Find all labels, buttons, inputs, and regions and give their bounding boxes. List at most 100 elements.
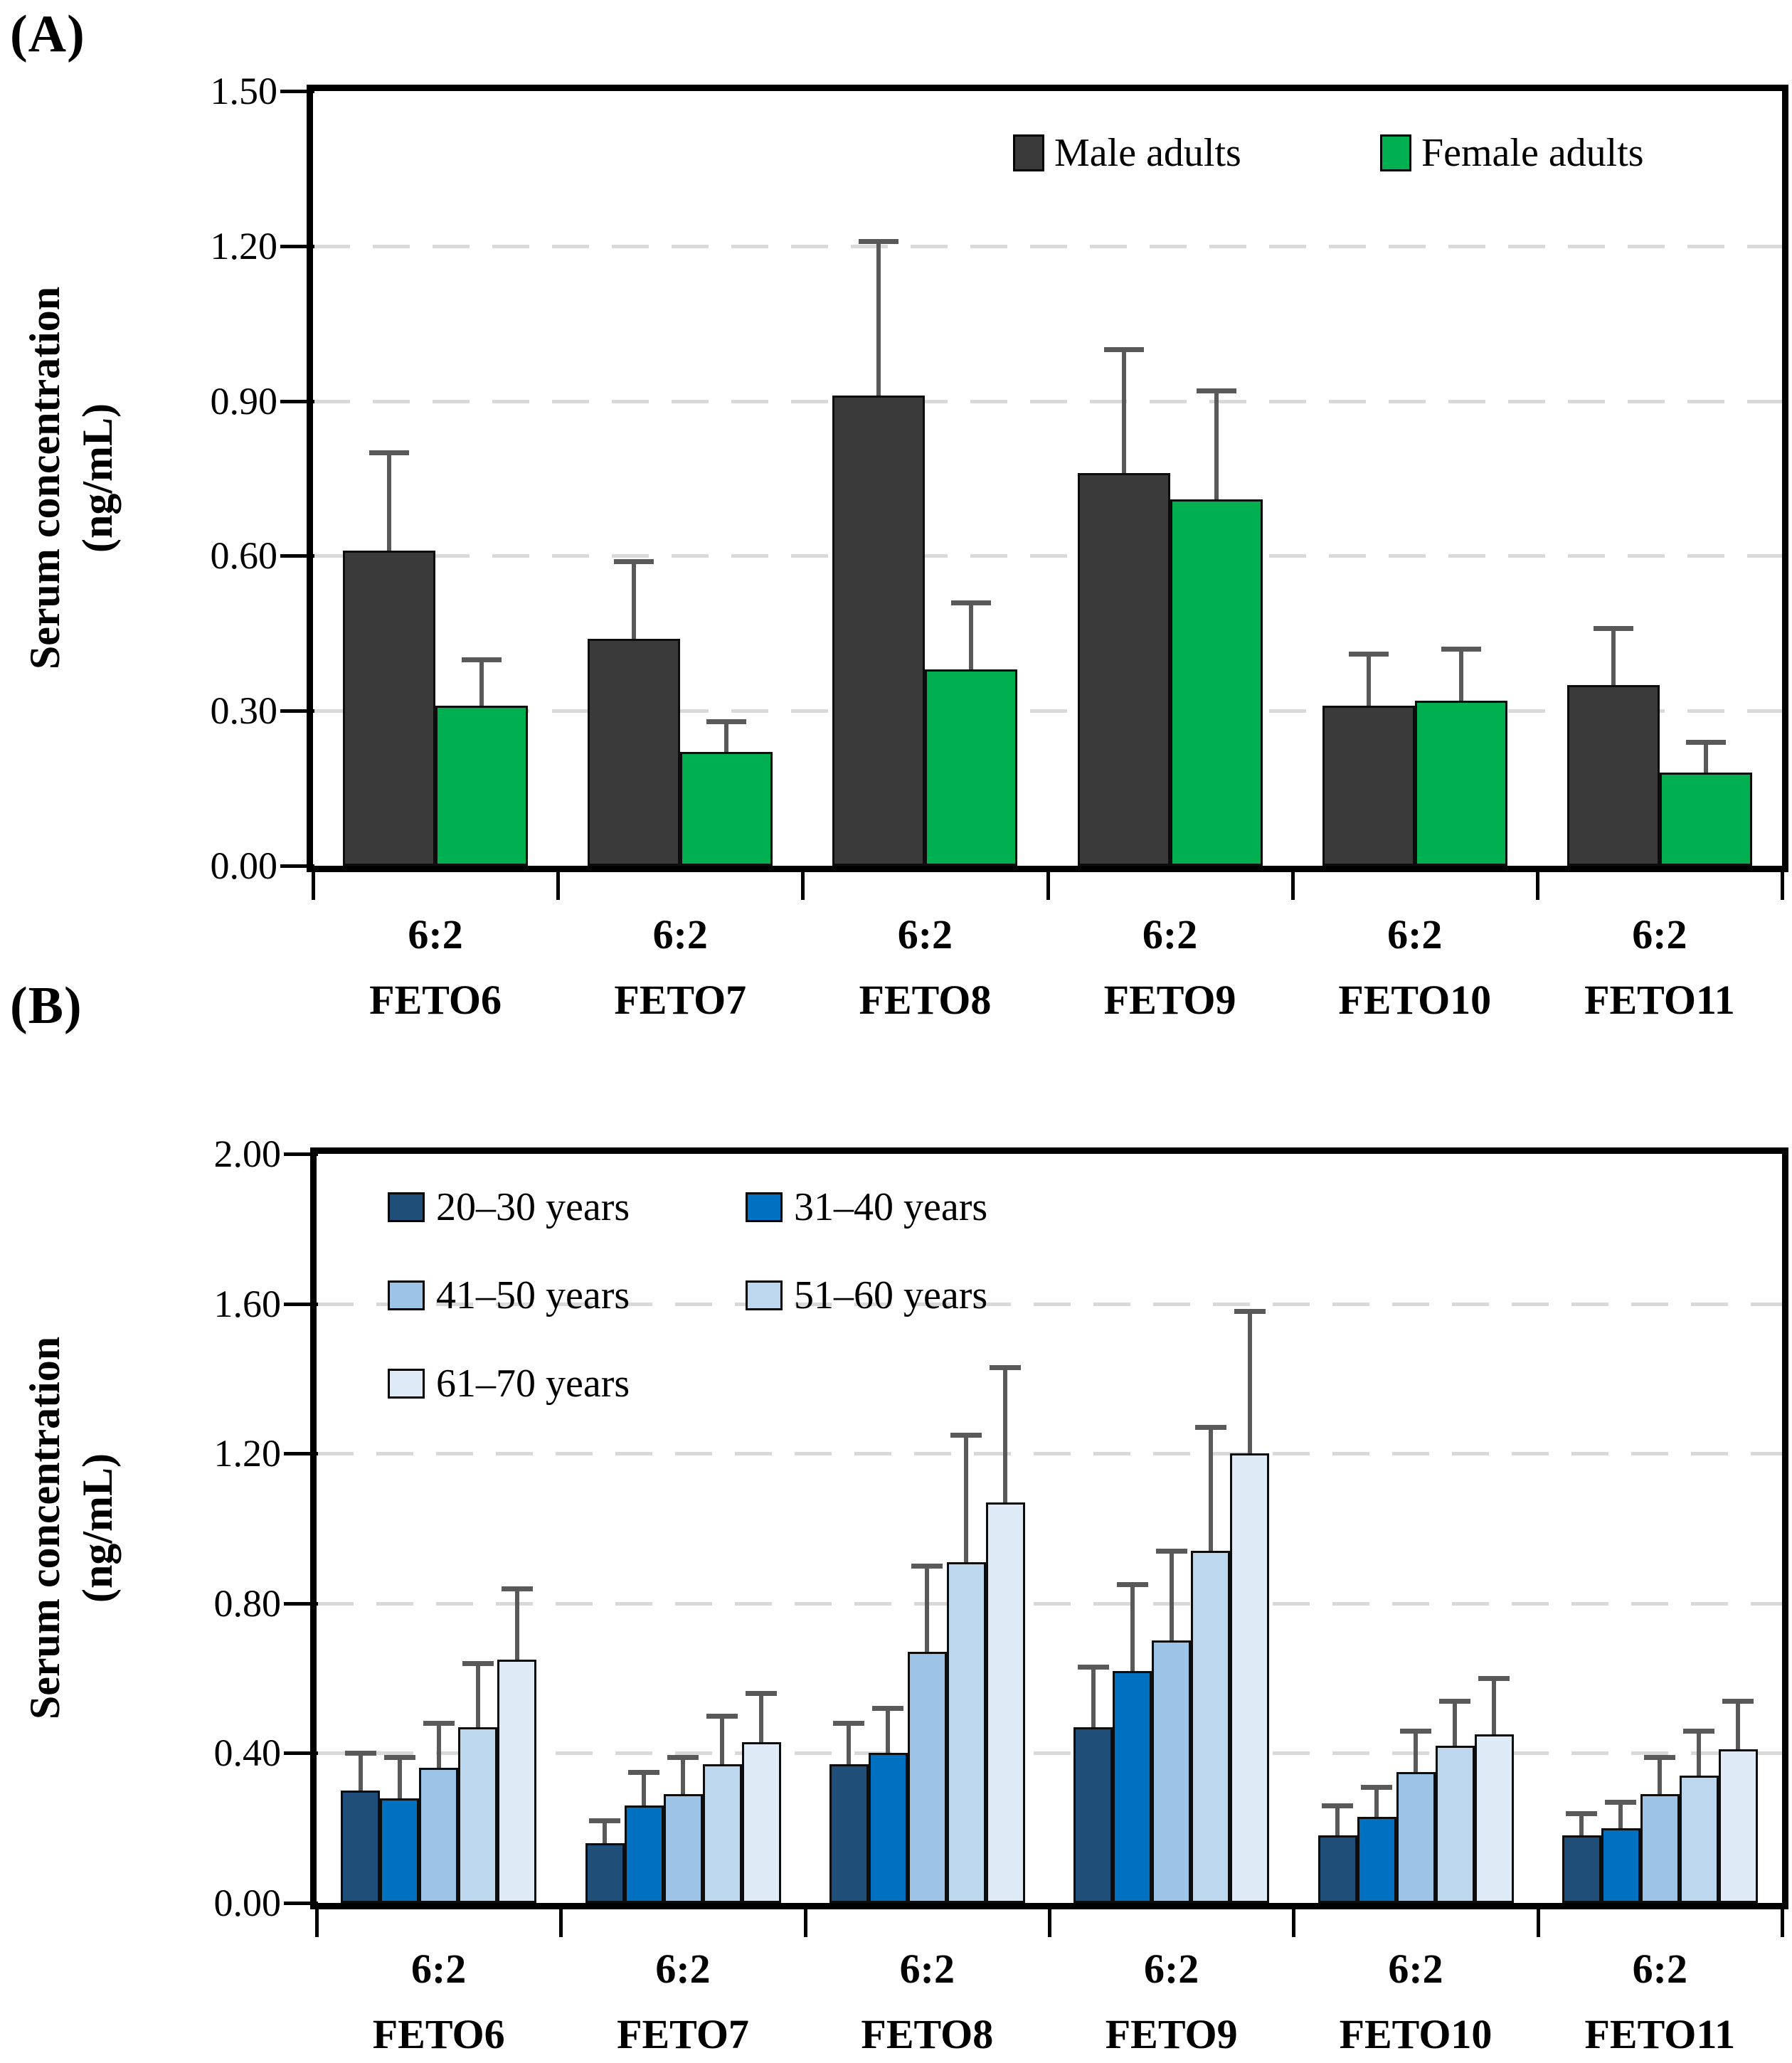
panel-b-error-bar-cap [872, 1706, 904, 1712]
panel-b-error-bar [1579, 1813, 1584, 1836]
panel-a-bar [1077, 473, 1170, 866]
panel-a-gridline [313, 709, 1782, 714]
panel-a-error-bar [479, 659, 484, 706]
panel-b-y-axis-title-line2: (ng/mL) [74, 1453, 121, 1603]
panel-b-legend-label: 61–70 years [436, 1362, 630, 1406]
panel-b-bar [1435, 1745, 1475, 1903]
panel-a-y-axis-title-line2: (ng/mL) [74, 403, 121, 553]
panel-b-legend-label: 20–30 years [436, 1185, 630, 1229]
panel-b-error-bar-cap [462, 1661, 494, 1667]
panel-a-error-bar [969, 602, 974, 670]
panel-b-y-tick [284, 1601, 318, 1606]
panel-a-y-tick [280, 554, 314, 558]
panel-b-legend-label: 41–50 years [436, 1273, 630, 1317]
panel-b-error-bar-cap [746, 1691, 777, 1697]
panel-a-y-axis-title-line1: Serum concentration [21, 286, 68, 670]
panel-a-x-category-label: 6:2 FETO7 [614, 911, 747, 1023]
panel-b-error-bar-cap [1077, 1665, 1109, 1670]
panel-b-bar [380, 1798, 420, 1903]
panel-b-legend-swatch [388, 1280, 425, 1310]
panel-b-error-bar [759, 1693, 763, 1742]
panel-b-error-bar-cap [1566, 1810, 1598, 1816]
panel-b-bar [907, 1652, 947, 1903]
panel-b-error-bar [1414, 1730, 1418, 1772]
panel-b-legend-swatch [388, 1369, 425, 1399]
panel-b-bar [1640, 1794, 1680, 1903]
panel-b-error-bar [925, 1566, 930, 1653]
panel-b-legend-item: 20–30 years [388, 1185, 630, 1229]
panel-a-x-tick [1046, 866, 1050, 900]
panel-a-x-tick [1781, 866, 1784, 900]
panel-a-bar [1566, 684, 1660, 866]
panel-b-x-category-label: 6:2 FETO11 [1584, 1946, 1736, 2057]
panel-b-bar [1396, 1771, 1436, 1903]
panel-a-bar [1170, 499, 1263, 866]
panel-a-x-category-label: 6:2 FETO11 [1584, 911, 1735, 1023]
panel-a-error-bar [1458, 649, 1463, 701]
panel-b-error-bar-cap [628, 1769, 659, 1775]
panel-b-bar [829, 1764, 869, 1903]
panel-b-label: (B) [10, 977, 83, 1035]
panel-b-error-bar [847, 1723, 852, 1765]
panel-a-x-category-label: 6:2 FETO8 [859, 911, 992, 1023]
panel-b-error-bar [1453, 1700, 1457, 1746]
panel-b-error-bar [1492, 1678, 1496, 1735]
panel-b-bar [585, 1842, 625, 1903]
panel-a-error-bar-cap [1196, 388, 1236, 394]
panel-b-y-axis-title: Serum concentration (ng/mL) [18, 1030, 124, 2026]
panel-b-y-tick-label: 2.00 [213, 1133, 282, 1175]
panel-b-error-bar [642, 1771, 646, 1806]
panel-b-bar [946, 1561, 986, 1903]
panel-b-error-bar [514, 1588, 519, 1660]
panel-b-bar [341, 1791, 381, 1903]
panel-a-y-tick [280, 399, 314, 403]
panel-b-error-bar-cap [911, 1564, 943, 1569]
panel-b-legend-item: 61–70 years [388, 1362, 630, 1406]
panel-b-x-tick [1292, 1903, 1296, 1937]
panel-a-error-bar-cap [1348, 652, 1389, 657]
panel-b-x-tick [1536, 1903, 1540, 1937]
panel-b-legend-item: 51–60 years [746, 1273, 987, 1317]
panel-a-y-tick [280, 244, 314, 248]
panel-b-bar [419, 1768, 459, 1903]
panel-a-error-bar-cap [1103, 347, 1144, 352]
panel-a-bar [680, 752, 773, 866]
panel-a-y-tick-label: 0.90 [210, 379, 278, 423]
panel-a-x-tick [312, 866, 315, 900]
panel-b-x-category-label: 6:2 FETO9 [1105, 1946, 1238, 2057]
panel-b-y-tick-label: 0.40 [213, 1731, 282, 1775]
panel-b-bar [458, 1727, 498, 1903]
panel-b-bar [868, 1753, 908, 1903]
panel-b-error-bar [886, 1708, 891, 1754]
panel-b-legend-item: 31–40 years [746, 1185, 987, 1229]
panel-b-error-bar [1335, 1805, 1340, 1836]
panel-a-legend-item: Male adults [1013, 130, 1241, 176]
panel-a-error-bar [632, 561, 637, 639]
panel-a-legend-swatch [1013, 134, 1044, 171]
panel-a-x-category-label: 6:2 FETO10 [1338, 911, 1492, 1023]
panel-a-error-bar [876, 240, 881, 396]
panel-a-label: (A) [10, 5, 85, 63]
panel-b-error-bar [1247, 1311, 1252, 1454]
panel-b-legend-swatch [746, 1280, 783, 1310]
panel-a-x-tick [1290, 866, 1295, 900]
panel-b-error-bar-cap [501, 1586, 533, 1591]
panel-b-error-bar-cap [706, 1713, 738, 1719]
panel-b-bar [1601, 1828, 1640, 1903]
panel-a-bar [925, 669, 1018, 866]
panel-a-error-bar [1366, 654, 1371, 706]
panel-a-y-tick-label: 1.50 [210, 70, 278, 112]
panel-b-error-bar-cap [990, 1365, 1022, 1371]
panel-b-error-bar-cap [1155, 1549, 1187, 1554]
panel-b-x-tick [1781, 1903, 1784, 1937]
panel-b-y-tick-label: 1.20 [213, 1432, 282, 1475]
panel-b-error-bar-cap [589, 1818, 620, 1824]
panel-b-bar [1230, 1453, 1270, 1903]
panel-b-x-category-label: 6:2 FETO10 [1339, 1946, 1493, 2057]
panel-b-error-bar-cap [1683, 1728, 1715, 1734]
panel-b-x-category-label: 6:2 FETO8 [861, 1946, 994, 2057]
panel-b-error-bar-cap [1644, 1754, 1676, 1760]
panel-b-legend-swatch [746, 1192, 783, 1222]
panel-b-y-tick-label: 0.00 [213, 1882, 282, 1924]
